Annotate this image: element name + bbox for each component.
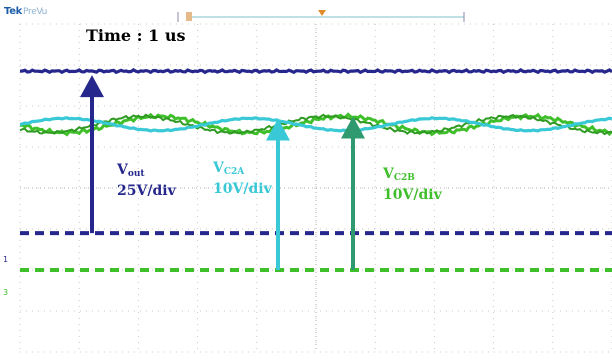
brand-label: Tek xyxy=(4,6,23,17)
acquisition-status: PreVu xyxy=(23,7,48,17)
vc2a-arrow-head xyxy=(266,118,290,141)
ch1-marker: 1 xyxy=(3,255,8,264)
vout-arrow-head xyxy=(80,75,104,98)
vout-label: Vout 25V/div xyxy=(117,162,176,200)
vc2a-label: VC2A 10V/div xyxy=(213,160,272,198)
graticule xyxy=(19,23,612,353)
vc2a-symbol: V xyxy=(213,160,224,176)
vc2b-trace-envelope xyxy=(19,113,612,136)
trigger-toolbar xyxy=(177,10,465,22)
trigger-position-marker xyxy=(186,12,192,21)
ground-reference-lines xyxy=(20,231,612,272)
vc2b-label: VC2B 10V/div xyxy=(383,166,442,204)
scope-brand: TekPreVu xyxy=(4,6,47,17)
vc2b-symbol: V xyxy=(383,166,394,182)
vout-scale: 25V/div xyxy=(117,183,176,199)
vc2a-subscript: C2A xyxy=(223,167,245,177)
vc2b-trace xyxy=(19,112,612,137)
vout-trace xyxy=(19,68,612,75)
vc2a-trace xyxy=(19,116,612,133)
vc2b-scale: 10V/div xyxy=(383,187,442,203)
vc2b-arrow-head xyxy=(341,116,365,139)
vc2b-subscript: C2B xyxy=(393,173,415,183)
channel-markers: 1 3 xyxy=(3,255,8,297)
vout-symbol: V xyxy=(117,162,128,178)
ch3-marker: 3 xyxy=(3,288,8,297)
time-scale-label: Time : 1 us xyxy=(86,26,186,45)
trigger-point-icon xyxy=(318,10,326,16)
annotation-arrows xyxy=(80,75,365,270)
waveform-traces xyxy=(19,68,612,137)
vc2a-scale: 10V/div xyxy=(213,181,272,197)
vout-subscript: out xyxy=(127,169,145,179)
